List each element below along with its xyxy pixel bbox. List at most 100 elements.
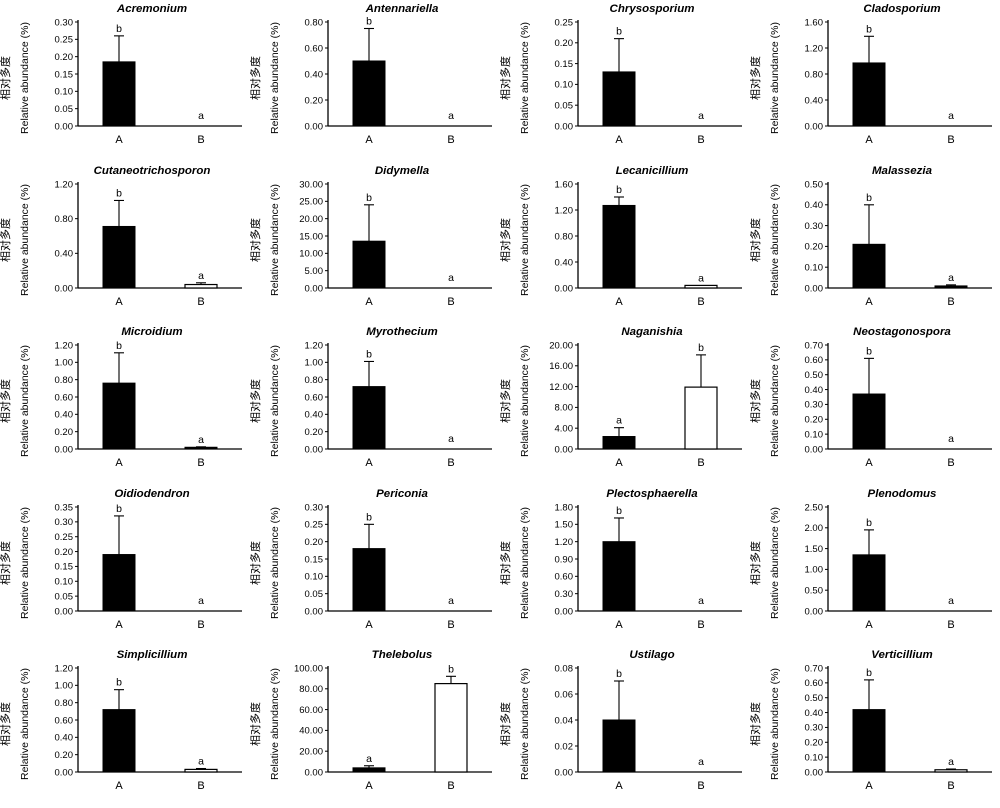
x-category-label: B — [947, 619, 954, 631]
bar-A — [602, 71, 636, 127]
significance-letter: b — [866, 192, 872, 203]
y-axis-label-zh: 相对多度 — [500, 541, 512, 585]
significance-letter: a — [366, 754, 372, 765]
significance-letter: a — [948, 596, 954, 607]
y-tick-label: 0.10 — [305, 571, 323, 582]
chart-svg: Acremonium 相对多度 Relative abundance (%) 0.00… — [0, 3, 242, 146]
y-tick-label: 40.00 — [299, 726, 323, 737]
y-tick-label: 0.10 — [805, 753, 823, 764]
bar-B — [184, 446, 218, 450]
chart-panel-simplicillium: Simplicillium 相对多度 Relative abundance (%) 0… — [0, 646, 250, 808]
significance-letter: a — [448, 434, 454, 445]
x-category-label: B — [197, 134, 204, 146]
significance-letter: b — [866, 518, 872, 529]
y-tick-label: 0.50 — [805, 585, 823, 596]
significance-letter: b — [866, 668, 872, 679]
y-tick-label: 0.30 — [55, 17, 73, 28]
x-category-label: B — [197, 780, 204, 792]
y-tick-label: 0.30 — [805, 220, 823, 231]
y-axis-label-zh: 相对多度 — [0, 541, 12, 585]
y-tick-label: 10.00 — [299, 248, 323, 259]
y-axis-label-zh: 相对多度 — [500, 218, 512, 262]
y-tick-label: 0.20 — [55, 52, 73, 63]
y-tick-label: 16.00 — [549, 361, 573, 372]
chart-title: Oidiodendron — [114, 488, 189, 500]
bar-A — [852, 393, 886, 450]
y-tick-label: 0.05 — [555, 100, 573, 111]
y-tick-label: 0.15 — [305, 554, 323, 565]
y-tick-label: 1.20 — [55, 340, 73, 351]
y-tick-label: 0.30 — [805, 723, 823, 734]
significance-letter: b — [616, 669, 622, 680]
y-axis-label-en: Relative abundance (%) — [270, 345, 281, 457]
chart-panel-malassezia: Malassezia 相对多度 Relative abundance (%) 0.00… — [750, 162, 1000, 324]
chart-title: Thelebolus — [372, 649, 433, 661]
y-tick-label: 0.40 — [805, 200, 823, 211]
y-tick-label: 20.00 — [299, 747, 323, 758]
y-tick-label: 0.00 — [555, 606, 573, 617]
bar-A — [352, 547, 386, 612]
bar-A — [852, 243, 886, 289]
y-tick-label: 0.80 — [305, 17, 323, 28]
chart-svg: Thelebolus 相对多度 Relative abundance (%) 0.00… — [250, 649, 492, 792]
bar-A — [102, 61, 136, 127]
significance-letter: a — [698, 111, 704, 122]
significance-letter: a — [948, 757, 954, 768]
y-axis-label-en: Relative abundance (%) — [520, 184, 531, 296]
y-tick-label: 0.00 — [55, 768, 73, 779]
x-category-label: B — [197, 619, 204, 631]
y-axis-label-zh: 相对多度 — [0, 56, 12, 100]
x-category-label: A — [865, 780, 873, 792]
y-tick-label: 0.00 — [805, 444, 823, 455]
chart-title: Periconia — [376, 488, 428, 500]
chart-svg: Antennariella 相对多度 Relative abundance (%) 0… — [250, 3, 492, 146]
chart-title: Neostagonospora — [853, 326, 951, 338]
y-tick-label: 0.50 — [805, 179, 823, 190]
y-axis-label-en: Relative abundance (%) — [770, 345, 781, 457]
x-category-label: A — [865, 457, 873, 469]
y-tick-label: 1.00 — [805, 564, 823, 575]
bar-A — [602, 204, 636, 289]
y-axis-label-zh: 相对多度 — [750, 56, 762, 100]
chart-svg: Ustilago 相对多度 Relative abundance (%) 0.00 0.… — [500, 649, 742, 792]
y-tick-label: 0.02 — [555, 742, 573, 753]
chart-panel-neostagonospora: Neostagonospora 相对多度 Relative abundance (%… — [750, 323, 1000, 485]
y-tick-label: 0.04 — [555, 716, 573, 727]
y-tick-label: 0.00 — [305, 121, 323, 132]
y-tick-label: 0.25 — [55, 532, 73, 543]
x-category-label: A — [115, 296, 123, 308]
y-tick-label: 0.20 — [55, 427, 73, 438]
chart-title: Malassezia — [872, 165, 933, 177]
x-category-label: B — [197, 296, 204, 308]
y-tick-label: 0.80 — [55, 214, 73, 225]
chart-title: Ustilago — [629, 649, 674, 661]
y-tick-label: 0.06 — [555, 690, 573, 701]
bar-A — [852, 554, 886, 612]
y-axis-label-zh: 相对多度 — [500, 56, 512, 100]
y-tick-label: 0.60 — [805, 355, 823, 366]
y-tick-label: 30.00 — [299, 179, 323, 190]
chart-panel-lecanicillium: Lecanicillium 相对多度 Relative abundance (%) 0… — [500, 162, 750, 324]
y-tick-label: 0.50 — [805, 693, 823, 704]
x-category-label: A — [615, 296, 623, 308]
significance-letter: b — [116, 678, 122, 689]
y-tick-label: 0.50 — [805, 370, 823, 381]
chart-panel-didymella: Didymella 相对多度 Relative abundance (%) 0.00 5… — [250, 162, 500, 324]
significance-letter: b — [866, 347, 872, 358]
significance-letter: b — [116, 24, 122, 35]
chart-panel-myrothecium: Myrothecium 相对多度 Relative abundance (%) 0.0… — [250, 323, 500, 485]
significance-letter: b — [116, 188, 122, 199]
y-axis-label-en: Relative abundance (%) — [770, 22, 781, 134]
y-axis-label-zh: 相对多度 — [250, 379, 262, 423]
chart-panel-plenodomus: Plenodomus 相对多度 Relative abundance (%) 0.00… — [750, 485, 1000, 647]
y-axis-label-zh: 相对多度 — [500, 702, 512, 746]
y-tick-label: 0.20 — [55, 547, 73, 558]
x-category-label: B — [947, 134, 954, 146]
bar-A — [352, 767, 386, 773]
chart-svg: Neostagonospora 相对多度 Relative abundance (%… — [750, 326, 992, 469]
significance-letter: a — [948, 272, 954, 283]
y-tick-label: 0.40 — [305, 69, 323, 80]
y-tick-label: 0.40 — [555, 257, 573, 268]
x-category-label: A — [365, 296, 373, 308]
significance-letter: a — [448, 273, 454, 284]
